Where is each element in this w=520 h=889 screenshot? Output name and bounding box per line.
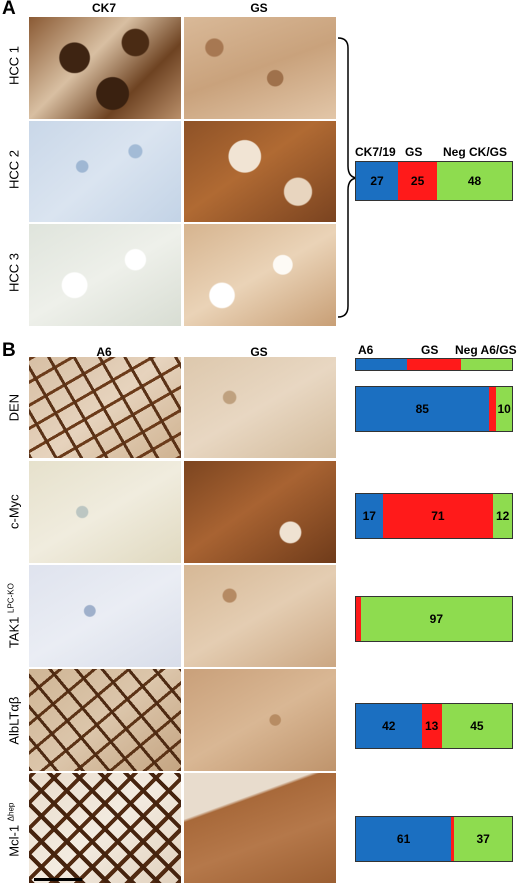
data-label: 45 xyxy=(470,719,484,733)
hcc-segment-neg-ck-gs: 48 xyxy=(437,162,512,200)
hcc-segment-ck7-19: 27 xyxy=(356,162,399,200)
tak1-segment-gs xyxy=(356,597,361,641)
den-segment-gs xyxy=(488,387,497,431)
legend-segment-gs xyxy=(407,359,461,370)
micrograph-c-myc-gs xyxy=(183,460,337,564)
hcc-segment-gs: 25 xyxy=(398,162,438,200)
panel-a-bar-header-ck7-19: CK7/19 xyxy=(355,145,396,159)
data-label: 27 xyxy=(370,174,384,188)
legend-segment-a6 xyxy=(356,359,408,370)
stacked-bar-c-myc: 17 71 12 xyxy=(355,493,513,539)
albltab-segment-gs: 13 xyxy=(421,704,442,748)
micrograph-den-a6 xyxy=(28,356,182,459)
panel-a-col-header-ck7: CK7 xyxy=(91,1,116,15)
panel-b-row-label-tak1: TAK1 LPC-KO xyxy=(6,583,22,649)
c-myc-segment-neg-a6-gs: 12 xyxy=(493,494,512,538)
data-label: 10 xyxy=(497,402,511,416)
c-myc-segment-gs: 71 xyxy=(382,494,494,538)
micrograph-hcc1-ck7 xyxy=(28,16,182,120)
panel-b-row-label-albltab: AlbLTαβ xyxy=(6,696,22,745)
data-label: 37 xyxy=(476,832,490,846)
panel-a-col-header-gs: GS xyxy=(250,1,268,15)
data-label: 61 xyxy=(396,832,411,846)
panel-a-row-label-hcc2: HCC 2 xyxy=(6,150,22,190)
micrograph-hcc1-gs xyxy=(183,16,337,120)
panel-a-bar-header-neg: Neg CK/GS xyxy=(443,145,508,159)
micrograph-den-gs xyxy=(183,356,337,459)
micrograph-hcc3-gs xyxy=(183,223,337,327)
panel-b-letter: B xyxy=(2,340,16,361)
albltab-segment-a6: 42 xyxy=(356,704,422,748)
panel-a-letter: A xyxy=(2,0,16,19)
data-label: 25 xyxy=(410,174,425,188)
micrograph-mcl1-gs xyxy=(183,772,337,884)
mcl1-segment-neg-a6-gs: 37 xyxy=(454,817,512,861)
panel-a-row-label-hcc1: HCC 1 xyxy=(6,46,22,86)
mcl1-segment-gs xyxy=(451,817,455,861)
panel-b-legend-bar xyxy=(355,358,513,371)
panel-b-bar-header-gs: GS xyxy=(421,343,439,357)
panel-a-row-label-hcc3: HCC 3 xyxy=(6,253,22,293)
micrograph-tak1-a6 xyxy=(28,564,182,668)
den-segment-neg-a6-gs: 10 xyxy=(496,387,512,431)
panel-b-col-header-a6: A6 xyxy=(96,345,112,359)
data-label: 13 xyxy=(424,719,439,733)
micrograph-hcc3-ck7 xyxy=(28,223,182,327)
data-label: 12 xyxy=(495,509,510,523)
albltab-segment-neg-a6-gs: 45 xyxy=(441,704,512,748)
den-segment-a6: 85 xyxy=(356,387,489,431)
stacked-bar-mcl1: 61 37 xyxy=(355,816,513,862)
micrograph-mcl1-a6 xyxy=(28,772,182,884)
scale-bar xyxy=(34,878,82,881)
panel-a-bar-header-gs: GS xyxy=(405,145,423,159)
data-label: 85 xyxy=(415,402,429,416)
stacked-bar-tak1: 97 xyxy=(355,596,513,642)
micrograph-tak1-gs xyxy=(183,564,337,668)
panel-b-row-label-c-myc: c-Myc xyxy=(6,494,22,530)
c-myc-segment-a6: 17 xyxy=(356,494,383,538)
data-label: 42 xyxy=(382,719,396,733)
panel-b-bar-header-neg: Neg A6/GS xyxy=(455,343,517,357)
data-label: 17 xyxy=(362,509,376,523)
panel-b-bar-header-a6: A6 xyxy=(358,343,374,357)
stacked-bar-den: 85 10 xyxy=(355,386,513,432)
legend-segment-neg xyxy=(460,359,512,370)
panel-b-col-header-gs: GS xyxy=(250,345,268,359)
panel-b-row-label-den: DEN xyxy=(6,393,22,422)
panel-a-stacked-bar: 27 25 48 xyxy=(355,161,513,201)
data-label: 97 xyxy=(429,612,443,626)
micrograph-albltab-a6 xyxy=(28,668,182,772)
micrograph-c-myc-a6 xyxy=(28,460,182,564)
tak1-segment-neg-a6-gs: 97 xyxy=(360,597,512,641)
micrograph-hcc2-gs xyxy=(183,120,337,223)
panel-b-row-label-mcl1: Mcl-1 Δhep xyxy=(6,802,22,857)
micrograph-hcc2-ck7 xyxy=(28,120,182,223)
mcl1-segment-a6: 61 xyxy=(356,817,452,861)
data-label: 48 xyxy=(467,174,482,188)
data-label: 71 xyxy=(431,509,445,523)
stacked-bar-albltab: 42 13 45 xyxy=(355,703,513,749)
micrograph-albltab-gs xyxy=(183,668,337,772)
